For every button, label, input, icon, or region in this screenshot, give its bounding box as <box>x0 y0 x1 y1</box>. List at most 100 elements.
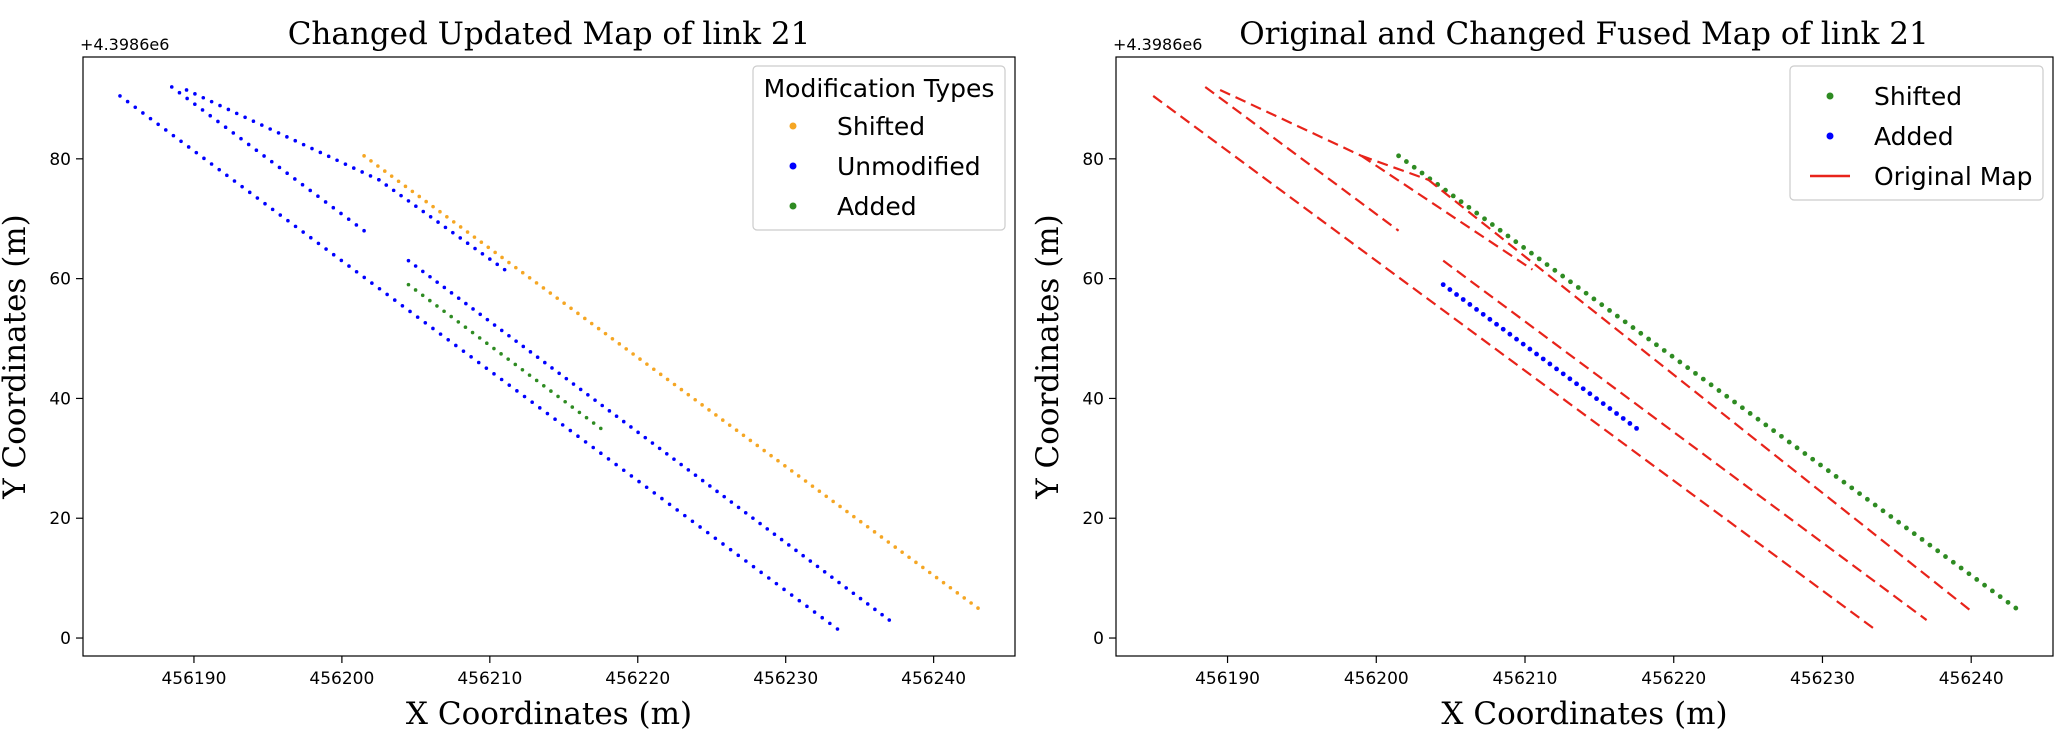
data-point <box>720 418 725 422</box>
data-point <box>629 474 634 478</box>
data-point <box>1580 386 1586 392</box>
data-point <box>1989 588 1995 594</box>
data-point <box>1544 262 1550 268</box>
data-point <box>555 296 560 300</box>
data-point <box>400 303 405 308</box>
data-point <box>234 111 239 116</box>
data-point <box>603 331 608 336</box>
data-point <box>445 215 449 219</box>
data-point <box>507 260 511 265</box>
data-point <box>1630 325 1636 330</box>
data-point <box>637 479 641 484</box>
data-point <box>808 559 813 563</box>
data-point <box>216 119 220 124</box>
data-point <box>156 122 160 127</box>
data-point <box>184 88 189 92</box>
data-point <box>812 610 817 614</box>
data-point <box>543 360 547 365</box>
data-point <box>208 113 213 118</box>
data-point <box>927 570 932 575</box>
data-point <box>301 142 306 147</box>
data-point <box>438 209 442 214</box>
data-point <box>708 484 712 488</box>
data-point <box>820 615 825 620</box>
data-point <box>794 548 798 553</box>
data-point <box>326 154 331 159</box>
data-point <box>569 306 573 311</box>
data-point <box>521 344 526 349</box>
data-point <box>1693 370 1698 376</box>
data-point <box>1607 406 1613 411</box>
data-point <box>1480 311 1486 317</box>
data-point <box>1487 316 1493 322</box>
data-point <box>461 349 466 353</box>
data-point <box>1888 514 1894 519</box>
data-point <box>568 428 573 433</box>
data-point <box>522 394 527 399</box>
data-point <box>318 150 323 155</box>
data-point <box>1974 577 1980 582</box>
data-point <box>217 167 222 172</box>
data-point <box>727 423 732 427</box>
x-tick-label: 456190 <box>1195 669 1260 689</box>
data-point <box>1440 282 1446 288</box>
data-point <box>748 438 753 443</box>
legend-label: Shifted <box>1874 82 1962 111</box>
data-point <box>1950 559 1956 565</box>
data-point <box>576 434 580 439</box>
data-point <box>492 372 496 376</box>
data-point <box>976 606 980 610</box>
x-tick-label: 456200 <box>1344 669 1409 689</box>
x-tick-label: 456220 <box>605 669 670 689</box>
data-point <box>488 257 492 261</box>
data-point <box>596 326 601 331</box>
data-point <box>1708 382 1714 388</box>
data-point <box>502 267 507 272</box>
data-point <box>550 366 554 370</box>
data-point <box>202 156 206 161</box>
data-point <box>598 426 603 431</box>
data-point <box>263 201 267 206</box>
data-point <box>389 174 394 178</box>
original-map-segment <box>1427 178 1972 612</box>
data-point <box>1599 302 1605 308</box>
data-point <box>607 409 612 413</box>
legend-box <box>1789 65 2044 201</box>
data-point <box>893 545 898 549</box>
data-point <box>537 406 542 410</box>
data-point <box>1739 405 1745 411</box>
data-point <box>636 430 640 435</box>
data-point <box>672 382 677 387</box>
data-point <box>1583 290 1589 296</box>
data-point <box>368 174 373 178</box>
data-point <box>851 591 856 596</box>
data-point <box>1447 287 1453 292</box>
data-point <box>1724 393 1730 399</box>
data-point <box>969 601 973 605</box>
series-original-map <box>1152 86 1972 630</box>
data-point <box>772 532 777 537</box>
data-point <box>1514 336 1519 342</box>
data-point <box>247 190 252 195</box>
data-point <box>556 394 560 399</box>
data-point <box>783 464 787 468</box>
data-point <box>1527 346 1533 352</box>
data-point <box>442 309 446 314</box>
data-point <box>1825 468 1831 474</box>
data-point <box>721 542 725 546</box>
data-point <box>734 428 739 433</box>
data-point <box>240 184 244 189</box>
data-point <box>545 411 550 416</box>
data-point <box>1552 267 1558 273</box>
data-point <box>293 177 297 181</box>
data-point <box>541 383 546 388</box>
data-point <box>346 217 351 222</box>
data-point <box>629 425 633 429</box>
data-point <box>1818 462 1823 468</box>
data-point <box>1458 199 1464 205</box>
data-point <box>1997 594 2003 600</box>
data-point <box>1466 204 1472 210</box>
data-point <box>530 400 534 404</box>
data-point <box>621 419 626 424</box>
y-offset-label: +4.3986e6 <box>1113 35 1202 54</box>
